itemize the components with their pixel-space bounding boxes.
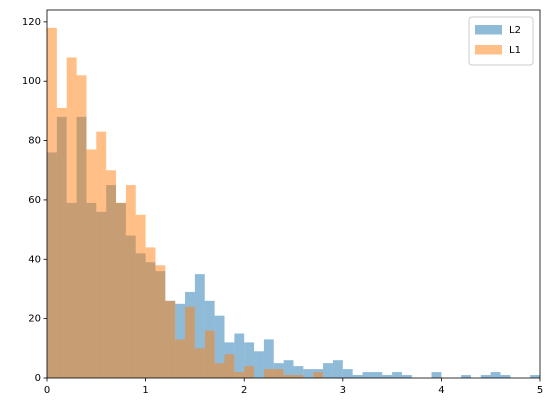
y-tick-label: 0 <box>35 373 41 384</box>
bar <box>313 372 324 378</box>
bar <box>66 57 77 378</box>
y-tick-label: 40 <box>28 254 41 265</box>
bar <box>362 372 373 378</box>
bar <box>234 333 245 378</box>
bar <box>76 75 87 379</box>
bar <box>155 265 166 378</box>
bar <box>293 375 304 378</box>
bar <box>125 185 136 378</box>
x-tick-label: 3 <box>340 385 346 396</box>
bar <box>293 366 304 378</box>
bar <box>392 372 402 378</box>
x-tick-label: 1 <box>142 385 148 396</box>
bar <box>135 214 146 378</box>
bar <box>185 306 195 378</box>
bar <box>86 149 97 378</box>
legend-swatch <box>475 45 502 55</box>
bar <box>273 369 284 378</box>
legend: L2 L1 <box>468 16 534 66</box>
bar <box>47 27 57 378</box>
bar <box>431 372 442 378</box>
bar <box>263 369 274 378</box>
bar <box>116 202 126 378</box>
bar <box>165 300 176 378</box>
bar <box>234 372 245 378</box>
bar <box>352 375 363 378</box>
x-tick-label: 5 <box>537 385 543 396</box>
bar <box>244 342 255 378</box>
bar <box>254 351 264 378</box>
x-tick-label: 2 <box>241 385 247 396</box>
bar <box>283 375 294 378</box>
bar <box>401 375 412 378</box>
bar <box>204 330 215 378</box>
bar <box>56 107 67 378</box>
bar <box>461 375 471 378</box>
bar <box>372 372 383 378</box>
bar <box>323 363 333 378</box>
bar <box>96 131 107 378</box>
legend-label: L1 <box>509 45 521 56</box>
bar <box>263 339 274 378</box>
x-tick-label: 4 <box>438 385 444 396</box>
bar <box>530 375 540 378</box>
x-tick-label: 0 <box>44 385 50 396</box>
y-tick-label: 20 <box>28 314 41 325</box>
bar <box>500 375 511 378</box>
bar <box>145 247 156 378</box>
bar <box>194 348 205 378</box>
bar <box>480 375 491 378</box>
bar <box>175 339 186 378</box>
y-tick-label: 100 <box>22 76 41 87</box>
bar <box>283 360 294 378</box>
legend-label: L2 <box>509 25 521 36</box>
bar <box>303 369 314 378</box>
legend-frame <box>468 16 534 66</box>
bar <box>382 375 393 378</box>
y-tick-label: 120 <box>22 17 41 28</box>
legend-swatch <box>475 25 502 35</box>
plot-frame <box>46 9 541 379</box>
bar <box>490 372 501 378</box>
y-tick-label: 60 <box>28 195 41 206</box>
bar <box>214 363 225 378</box>
bar <box>214 315 225 378</box>
bar <box>224 354 235 378</box>
y-tick-label: 80 <box>28 136 41 147</box>
bar <box>332 360 343 378</box>
bar <box>342 369 353 378</box>
bar <box>106 170 117 378</box>
bar <box>244 366 255 378</box>
bar <box>194 274 205 378</box>
